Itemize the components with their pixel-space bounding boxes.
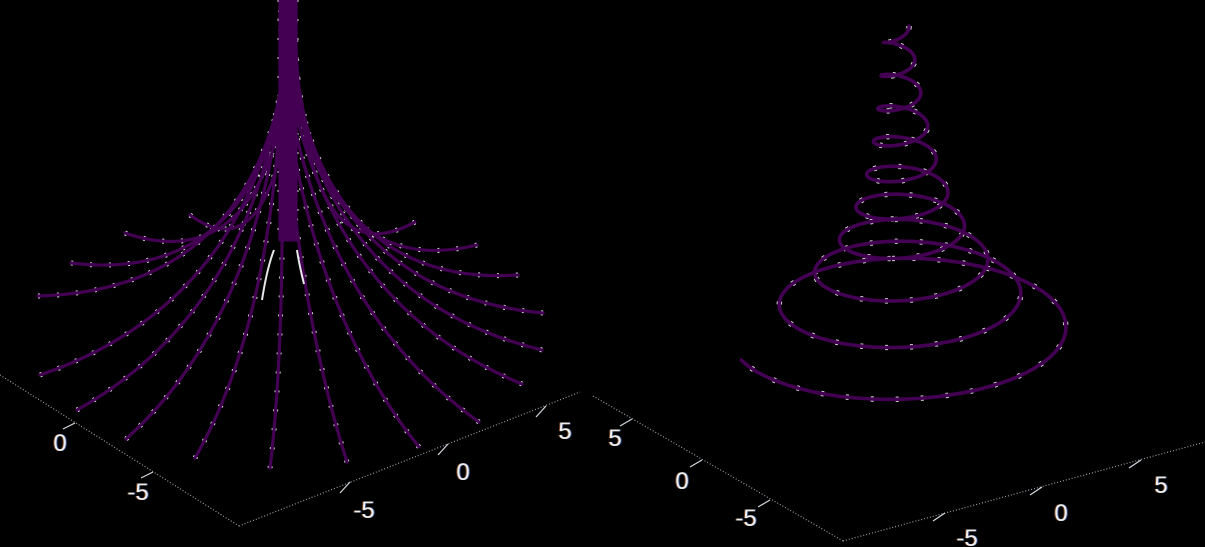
right-axis-tick (1029, 486, 1043, 496)
left-axis-tick-label: 0 (53, 430, 66, 457)
left-axis-tick-label: 5 (608, 425, 621, 452)
right-axis-line (842, 441, 1205, 542)
spiral-plot: 5 0 -5 -5 0 5 (592, 24, 1205, 547)
left-axis-tick (140, 471, 154, 479)
right-axis-line (238, 391, 581, 527)
right-axis-tick-label: 0 (1054, 500, 1067, 527)
trajectory-curves (36, 0, 545, 470)
right-axis-tick-label: 5 (1154, 472, 1167, 499)
left-axis-line (0, 374, 240, 527)
left-axis-line (592, 395, 844, 542)
left-axis-tick (689, 459, 703, 468)
right-axis-tick-label: 5 (558, 418, 571, 445)
right-axis-tick-label: 0 (456, 459, 469, 486)
highlight-accent (261, 249, 275, 301)
right-axis-tick-label: -5 (353, 497, 374, 524)
spiral-curve (739, 24, 1068, 402)
left-axis-tick (757, 499, 771, 508)
highlight-accent (296, 249, 305, 285)
trajectories-plot: 0 -5 -5 0 5 (0, 0, 581, 527)
right-axis-tick (535, 405, 547, 418)
right-axis-tick (932, 512, 946, 522)
left-axis-tick (62, 422, 76, 430)
left-axis-tick-label: -5 (735, 505, 756, 532)
right-axis-tick-label: -5 (956, 525, 977, 547)
left-axis-tick-label: 0 (675, 468, 688, 495)
left-axis-tick-label: -5 (127, 479, 148, 506)
left-axis-tick (619, 418, 633, 427)
right-axis-tick (1128, 459, 1142, 469)
right-axis-tick (339, 481, 351, 494)
curve-highlight-speckle (739, 26, 1069, 403)
right-axis-tick (437, 443, 449, 456)
